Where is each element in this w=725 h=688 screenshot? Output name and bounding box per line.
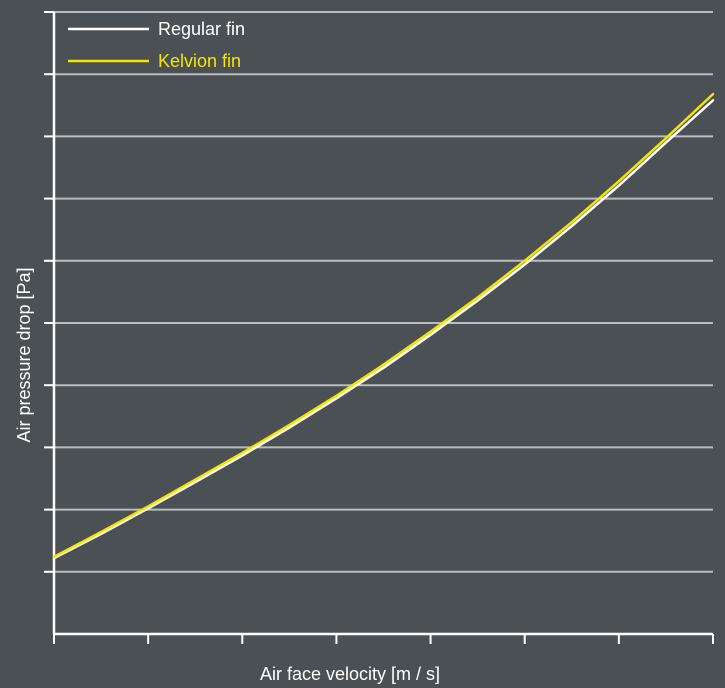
y-axis-title: Air pressure drop [Pa] [14,267,34,442]
axis-layer [44,11,714,644]
legend-label-0: Regular fin [158,19,245,39]
x-axis-title: Air face velocity [m / s] [260,664,440,684]
legend: Regular fin Kelvion fin [68,19,245,71]
series-line-0 [52,99,715,560]
legend-label-1: Kelvion fin [158,51,241,71]
series-layer [52,92,715,560]
grid-layer [54,11,713,573]
series-line-1 [52,92,715,559]
